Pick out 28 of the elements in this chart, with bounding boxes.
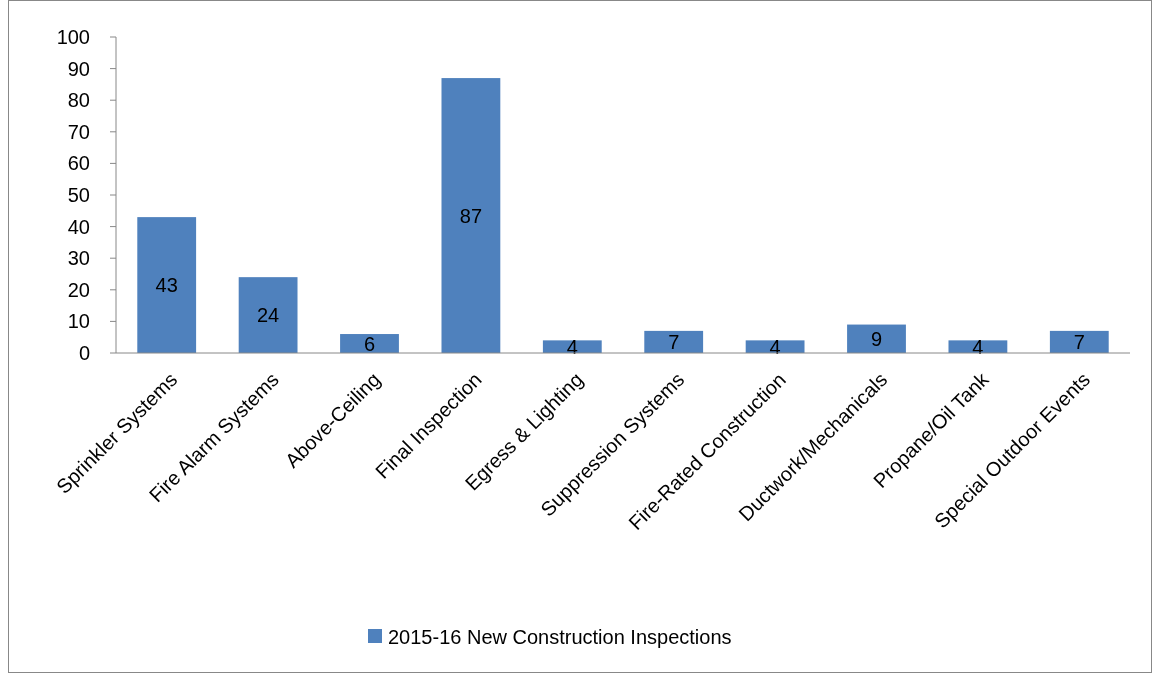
legend-label: 2015-16 New Construction Inspections bbox=[388, 626, 732, 648]
bar bbox=[1049, 330, 1109, 353]
data-label: 4 bbox=[769, 335, 781, 358]
data-label: 9 bbox=[870, 327, 883, 350]
y-tick-label: 40 bbox=[67, 215, 90, 238]
y-tick-label: 10 bbox=[67, 310, 90, 333]
data-label: 6 bbox=[363, 332, 376, 355]
data-label: 87 bbox=[459, 204, 483, 227]
y-tick-label: 80 bbox=[67, 89, 90, 112]
data-label: 4 bbox=[972, 335, 984, 358]
bar bbox=[238, 277, 298, 353]
bar bbox=[644, 330, 704, 353]
y-tick-label: 70 bbox=[67, 120, 90, 143]
data-label: 7 bbox=[668, 330, 680, 353]
y-tick-label: 0 bbox=[78, 342, 90, 364]
y-tick-label: 20 bbox=[67, 278, 90, 301]
y-tick-label: 60 bbox=[67, 152, 90, 175]
data-label: 7 bbox=[1073, 330, 1085, 353]
y-tick-label: 30 bbox=[67, 247, 90, 270]
data-label: 24 bbox=[256, 304, 280, 327]
data-label: 43 bbox=[155, 274, 178, 297]
data-label: 4 bbox=[566, 335, 578, 358]
y-tick-label: 90 bbox=[67, 57, 90, 80]
bar bbox=[847, 324, 906, 353]
y-tick-label: 50 bbox=[67, 184, 90, 206]
y-tick-label: 100 bbox=[56, 26, 90, 48]
bar bbox=[441, 78, 501, 353]
bar bbox=[137, 217, 197, 353]
